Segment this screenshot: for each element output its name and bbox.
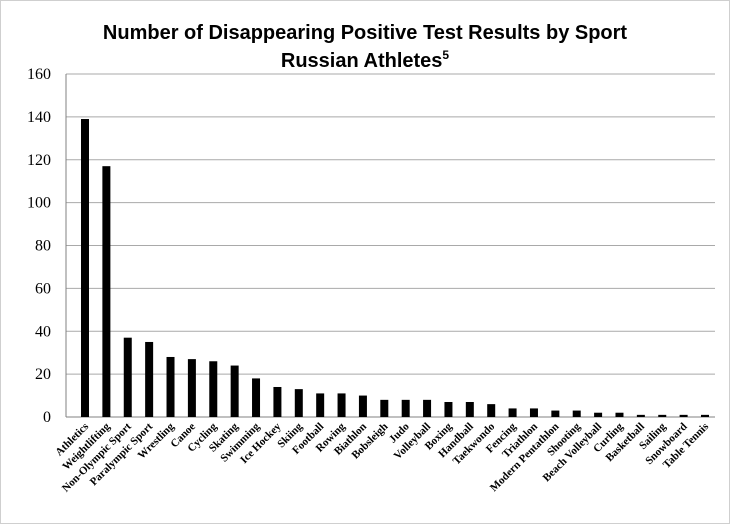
bar-boxing: [444, 401, 453, 417]
y-tick-label-1: 20: [35, 366, 51, 383]
bar-table-tennis: [701, 414, 709, 417]
bar-skating: [230, 365, 239, 417]
y-axis-ticks: 0 20 40 60 80 100 120 140 160: [27, 66, 51, 426]
bar-basketball: [636, 414, 645, 417]
bar-taekwondo: [487, 404, 496, 417]
bar-sailing: [658, 414, 667, 417]
bar-volleyball: [423, 399, 432, 417]
y-tick-label-3: 60: [35, 280, 51, 297]
chart-subtitle-line: Russian Athletes5: [281, 48, 450, 72]
bar-non-olympic-sport: [123, 337, 132, 417]
chart-title: Number of Disappearing Positive Test Res…: [103, 22, 628, 44]
bar-shooting: [572, 410, 581, 417]
y-tick-label-0: 0: [43, 409, 51, 426]
bar-cycling: [209, 361, 218, 417]
chart-subtitle-superscript: 5: [442, 48, 449, 62]
bar-football: [316, 393, 325, 417]
bar-skiing: [294, 389, 303, 417]
bar-beach-volleyball: [594, 412, 603, 417]
bar-snowboard: [679, 414, 688, 417]
chart-subtitle: Russian Athletes: [281, 50, 443, 72]
bar-wrestling: [166, 356, 175, 417]
bar-judo: [401, 399, 410, 417]
y-tick-label-7: 140: [27, 109, 51, 126]
bar-fencing: [508, 408, 517, 417]
bar-canoe: [187, 359, 196, 417]
bar-modern-pentathlon: [551, 410, 560, 417]
bar-biathlon: [358, 395, 367, 417]
gridlines: [65, 73, 715, 418]
bars: [81, 119, 709, 418]
bar-ice-hockey: [273, 386, 282, 417]
y-tick-label-6: 120: [27, 152, 51, 169]
bar-swimming: [252, 378, 261, 417]
bar-curling: [615, 412, 624, 417]
y-tick-label-5: 100: [27, 195, 51, 212]
y-tick-label-4: 80: [35, 238, 51, 255]
bar-weightlifting: [102, 166, 111, 417]
bar-handball: [465, 401, 474, 417]
y-tick-label-2: 40: [35, 323, 51, 340]
y-tick-label-8: 160: [27, 66, 51, 83]
bar-paralympic-sport: [145, 341, 154, 417]
bar-bobsleigh: [380, 399, 389, 417]
bar-athletics: [81, 119, 89, 418]
bar-rowing: [337, 393, 346, 417]
bar-triathlon: [529, 408, 538, 417]
